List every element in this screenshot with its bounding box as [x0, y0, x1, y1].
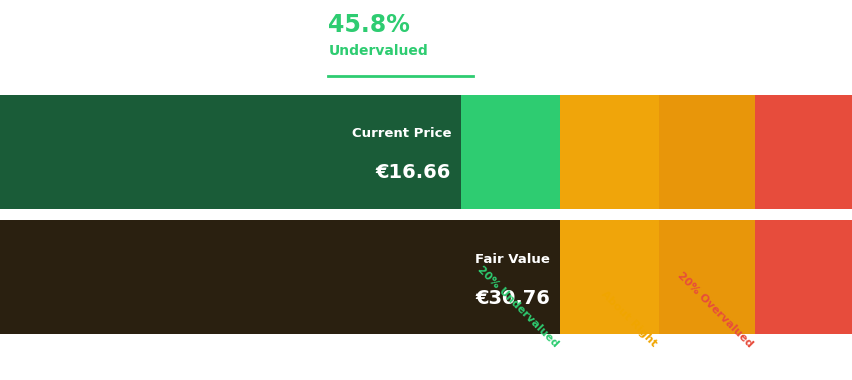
- Bar: [0, 220, 560, 334]
- Bar: [0, 220, 560, 334]
- Text: 20% Undervalued: 20% Undervalued: [475, 264, 560, 349]
- Text: €30.76: €30.76: [475, 289, 550, 308]
- Text: 45.8%: 45.8%: [328, 13, 410, 37]
- Text: 20% Overvalued: 20% Overvalued: [675, 270, 754, 349]
- Text: Undervalued: Undervalued: [328, 44, 428, 58]
- Text: Current Price: Current Price: [351, 127, 451, 140]
- Bar: [560, 95, 658, 209]
- Bar: [0, 95, 461, 209]
- Text: Fair Value: Fair Value: [475, 253, 550, 266]
- Bar: [658, 220, 754, 334]
- Bar: [0, 95, 560, 209]
- Text: €16.66: €16.66: [376, 163, 451, 182]
- Text: About Right: About Right: [598, 290, 658, 349]
- Bar: [754, 220, 852, 334]
- Bar: [658, 95, 754, 209]
- Bar: [560, 220, 658, 334]
- Bar: [754, 95, 852, 209]
